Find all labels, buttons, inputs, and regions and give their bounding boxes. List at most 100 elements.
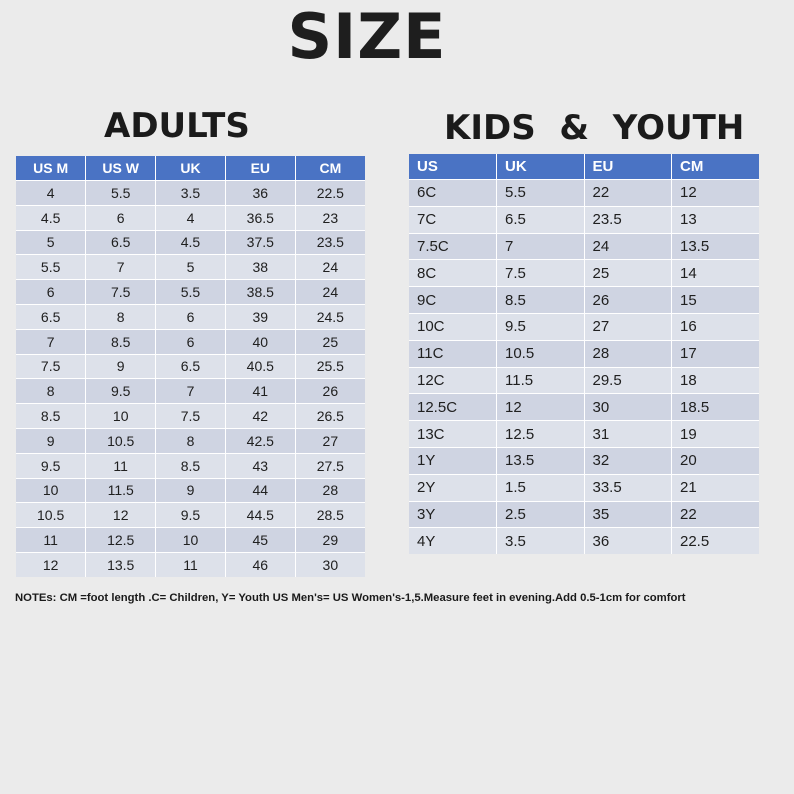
- table-cell: 36.5: [225, 204, 296, 231]
- table-cell: 22.5: [671, 527, 759, 555]
- column-header: CM: [295, 156, 365, 181]
- table-row: 12C 11.5 29.5 18: [409, 366, 759, 394]
- table-cell: 4.5: [16, 204, 87, 231]
- table-cell: 7: [496, 232, 585, 260]
- table-row: 11 12.5 10 45 29: [16, 527, 365, 553]
- table-row: 7C 6.5 23.5 13: [409, 205, 759, 234]
- column-header: EU: [225, 156, 296, 181]
- table-cell: 22.5: [295, 180, 365, 206]
- table-header-row: US M US W UK EU CM: [16, 156, 365, 181]
- table-row: 9C 8.5 26 15: [409, 286, 759, 314]
- table-cell: 6: [85, 204, 157, 231]
- kids-youth-heading: KIDS & YOUTH: [444, 108, 745, 148]
- table-cell: 30: [295, 551, 365, 577]
- column-header: UK: [496, 154, 585, 180]
- table-cell: 14: [671, 259, 759, 287]
- table-cell: 42.5: [225, 427, 296, 454]
- adults-heading: ADULTS: [104, 106, 250, 146]
- table-cell: 4: [155, 204, 226, 231]
- table-cell: 7C: [409, 205, 497, 234]
- table-cell: 24: [584, 232, 672, 260]
- table-cell: 8.5: [155, 452, 226, 479]
- table-header-row: US UK EU CM: [409, 154, 759, 180]
- table-cell: 27.5: [295, 452, 365, 479]
- table-cell: 10.5: [496, 339, 585, 368]
- table-cell: 9: [85, 353, 157, 379]
- table-cell: 24: [295, 279, 365, 305]
- table-row: 11C 10.5 28 17: [409, 339, 759, 368]
- table-row: 6.5 8 6 39 24.5: [16, 303, 365, 330]
- table-cell: 30: [584, 393, 672, 421]
- table-cell: 10.5: [85, 427, 157, 454]
- table-row: 9.5 11 8.5 43 27.5: [16, 452, 365, 479]
- table-cell: 9: [16, 427, 87, 454]
- table-cell: 28: [584, 339, 672, 368]
- table-cell: 12.5: [85, 527, 157, 553]
- table-row: 4Y 3.5 36 22.5: [409, 527, 759, 555]
- table-cell: 19: [671, 420, 759, 448]
- table-cell: 9: [155, 477, 226, 503]
- table-cell: 2.5: [496, 500, 585, 528]
- table-cell: 12.5C: [409, 393, 497, 421]
- table-cell: 26.5: [295, 403, 365, 429]
- table-row: 5 6.5 4.5 37.5 23.5: [16, 229, 365, 255]
- table-cell: 5.5: [496, 179, 585, 207]
- table-cell: 45: [225, 527, 296, 553]
- table-cell: 8.5: [85, 328, 157, 355]
- table-row: 7.5C 7 24 13.5: [409, 232, 759, 260]
- table-cell: 13.5: [496, 446, 585, 475]
- table-row: 8.5 10 7.5 42 26.5: [16, 403, 365, 429]
- table-cell: 1.5: [496, 473, 585, 502]
- table-row: 8C 7.5 25 14: [409, 259, 759, 287]
- column-header: UK: [155, 156, 226, 181]
- table-cell: 9.5: [496, 312, 585, 341]
- table-cell: 2Y: [409, 473, 497, 502]
- table-cell: 12: [496, 393, 585, 421]
- table-cell: 36: [225, 180, 296, 206]
- table-cell: 44: [225, 477, 296, 503]
- table-cell: 12.5: [496, 420, 585, 448]
- table-cell: 4: [16, 180, 87, 206]
- table-cell: 7.5: [155, 403, 226, 429]
- table-cell: 9.5: [85, 378, 157, 404]
- table-row: 12 13.5 11 46 30: [16, 551, 365, 577]
- table-cell: 24.5: [295, 303, 365, 330]
- table-cell: 32: [584, 446, 672, 475]
- table-cell: 25: [584, 259, 672, 287]
- table-cell: 26: [295, 378, 365, 404]
- table-cell: 3.5: [155, 180, 226, 206]
- table-cell: 11.5: [496, 366, 585, 394]
- table-row: 10 11.5 9 44 28: [16, 477, 365, 503]
- table-cell: 38.5: [225, 279, 296, 305]
- table-cell: 23.5: [584, 205, 672, 234]
- column-header: US M: [16, 156, 87, 181]
- table-row: 4 5.5 3.5 36 22.5: [16, 180, 365, 206]
- table-cell: 41: [225, 378, 296, 404]
- table-cell: 35: [584, 500, 672, 528]
- table-cell: 23: [295, 204, 365, 231]
- table-cell: 27: [295, 427, 365, 454]
- table-cell: 42: [225, 403, 296, 429]
- table-cell: 5.5: [155, 279, 226, 305]
- table-cell: 25.5: [295, 353, 365, 379]
- table-cell: 6.5: [85, 229, 157, 255]
- table-cell: 12C: [409, 366, 497, 394]
- table-row: 13C 12.5 31 19: [409, 420, 759, 448]
- table-cell: 5.5: [16, 254, 87, 280]
- table-cell: 40: [225, 328, 296, 355]
- table-cell: 10.5: [16, 502, 87, 528]
- table-cell: 10: [16, 477, 87, 503]
- table-cell: 6.5: [16, 303, 87, 330]
- table-cell: 6: [155, 328, 226, 355]
- table-cell: 40.5: [225, 353, 296, 379]
- table-row: 6 7.5 5.5 38.5 24: [16, 279, 365, 305]
- table-cell: 44.5: [225, 502, 296, 528]
- table-cell: 38: [225, 254, 296, 280]
- table-cell: 28: [295, 477, 365, 503]
- table-cell: 6.5: [496, 205, 585, 234]
- table-cell: 33.5: [584, 473, 672, 502]
- table-cell: 31: [584, 420, 672, 448]
- adults-size-table: US M US W UK EU CM 4 5.5 3.5 36 22.5 4.5 6 4 36.5 23 5…: [16, 156, 365, 577]
- table-cell: 7: [16, 328, 87, 355]
- table-cell: 8: [155, 427, 226, 454]
